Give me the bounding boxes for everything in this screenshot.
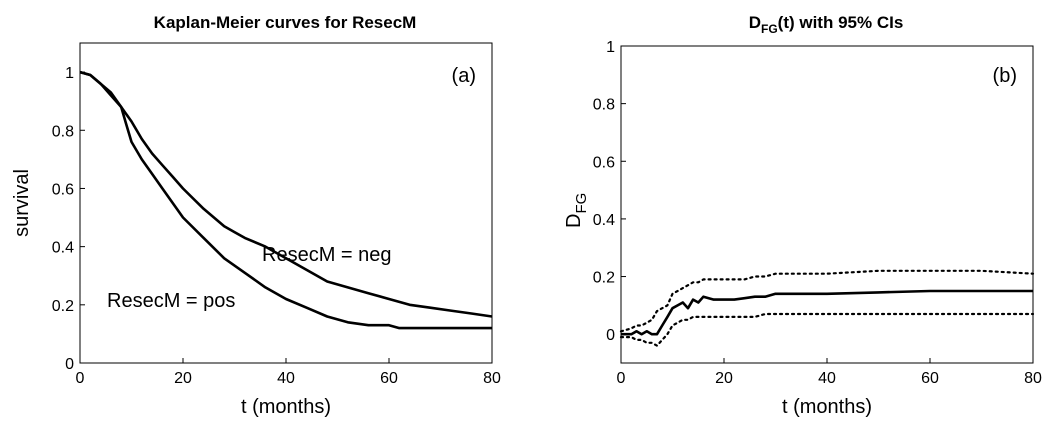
panel-b-axes-box: [620, 45, 1034, 364]
panel-b-title-sub: FG: [761, 22, 778, 36]
x-tick-label: 20: [174, 370, 192, 387]
series-line-panel-1-1: [619, 269, 1035, 333]
y-tick-label: 0.6: [52, 181, 74, 198]
panel-b-xlabel: t (months): [782, 396, 872, 418]
panel-a-label: (a): [452, 65, 476, 87]
y-tick-label: 0.6: [593, 154, 615, 171]
panel-b-lines: [619, 269, 1035, 347]
y-tick-label: 0: [65, 356, 74, 373]
series-line-resecm-neg: [79, 70, 493, 318]
series-line-resecm-pos: [79, 70, 492, 330]
series-label-pos: ResecM = pos: [107, 290, 235, 312]
x-tick-label: 80: [1024, 370, 1042, 387]
x-tick-label: 60: [380, 370, 398, 387]
x-tick-label: 80: [483, 370, 501, 387]
panel-b-ylabel-sub: FG: [573, 193, 590, 214]
y-tick-label: 0.2: [593, 270, 615, 287]
y-tick-label: 0.4: [593, 212, 615, 229]
panel-b-title-rest: (t) with 95% CIs: [778, 13, 904, 32]
panel-a-lines: [79, 70, 493, 330]
panel-a-xlabel: t (months): [241, 396, 331, 418]
panel-b-label: (b): [993, 65, 1017, 87]
panel-a-ylabel: survival: [11, 169, 33, 237]
panel-a-title: Kaplan-Meier curves for ResecM: [154, 13, 417, 32]
series-line-panel-1-2: [619, 312, 1035, 347]
x-tick-label: 0: [617, 370, 626, 387]
y-tick-label: 0.8: [52, 123, 74, 140]
panel-b-title-main: D: [749, 13, 761, 32]
y-tick-label: 1: [65, 65, 74, 82]
panel-a-ticks: 0 20 40 60 80 0 0.2 0.4 0.6 0.8 1: [52, 65, 501, 387]
series-label-neg: ResecM = neg: [262, 244, 392, 266]
y-tick-label: 0.8: [593, 97, 615, 114]
y-tick-label: 0.4: [52, 240, 74, 257]
panel-b: DFG(t) with 95% CIs 0 20 40 60 8000.20.40.60…: [563, 13, 1042, 418]
panel-b-ylabel-main: D: [563, 214, 585, 228]
panel-a-axes-box: [79, 42, 493, 364]
x-tick-label: 0: [76, 370, 85, 387]
y-tick-label: 1: [606, 39, 615, 56]
panel-b-ylabel: DFG: [563, 193, 590, 228]
panel-b-title: DFG(t) with 95% CIs: [749, 13, 904, 36]
series-line-panel-1-0: [621, 289, 1033, 336]
panel-b-ticks: 0 20 40 60 80 0 0.2 0.4 0.6 0.8 1: [593, 39, 1042, 387]
y-tick-label: 0: [606, 327, 615, 344]
x-tick-label: 20: [715, 370, 733, 387]
x-tick-label: 60: [921, 370, 939, 387]
panel-a: Kaplan-Meier curves for ResecM 0 20 40 60 80…: [11, 13, 501, 418]
x-tick-label: 40: [818, 370, 836, 387]
y-tick-label: 0.2: [52, 298, 74, 315]
x-tick-label: 40: [277, 370, 295, 387]
